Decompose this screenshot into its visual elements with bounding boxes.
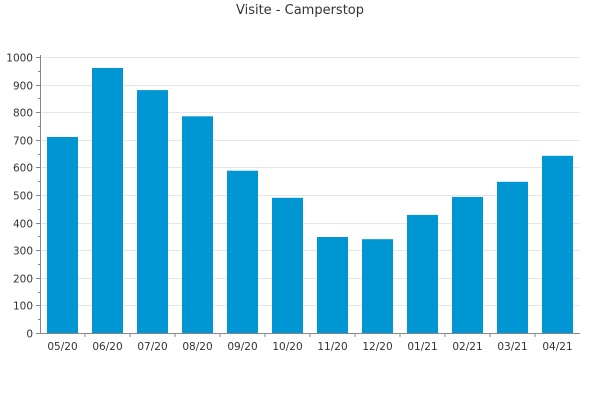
x-tick-label: 01/21: [407, 341, 437, 353]
bar-05-20: [47, 137, 78, 333]
x-tick-label: 08/20: [182, 341, 212, 353]
x-tick-label: 04/21: [542, 341, 572, 353]
x-tick-label: 07/20: [137, 341, 167, 353]
y-tick-label: 400: [13, 219, 33, 231]
y-tick-label: 900: [13, 81, 33, 93]
x-tick-label: 05/20: [47, 341, 77, 353]
y-tick-label: 100: [13, 301, 33, 313]
bar-11-20: [317, 237, 348, 333]
x-tick-label: 09/20: [227, 341, 257, 353]
bar-07-20: [137, 90, 168, 333]
x-tick-label: 06/20: [92, 341, 122, 353]
bar-04-21: [542, 155, 573, 333]
bar-02-21: [452, 196, 483, 333]
y-tick-label: 200: [13, 274, 33, 286]
y-tick-label: 800: [13, 108, 33, 120]
x-tick-label: 12/20: [362, 341, 392, 353]
x-tick-label: 10/20: [272, 341, 302, 353]
bar-06-20: [92, 68, 123, 333]
bar-12-20: [362, 239, 393, 333]
bar-10-20: [272, 197, 303, 333]
x-tick-label: 02/21: [452, 341, 482, 353]
y-tick-label: 700: [13, 136, 33, 148]
bar-09-20: [227, 170, 258, 333]
bar-03-21: [497, 181, 528, 333]
bar-08-20: [182, 116, 213, 333]
x-tick-label: 03/21: [497, 341, 527, 353]
y-tick-label: 600: [13, 163, 33, 175]
chart-title: Visite - Camperstop: [235, 3, 365, 18]
y-tick-label: 1000: [6, 53, 33, 65]
y-tick-label: 500: [13, 191, 33, 203]
y-tick-label: 300: [13, 246, 33, 258]
y-tick-label: 0: [26, 329, 33, 341]
bar-01-21: [407, 214, 438, 333]
x-tick-label: 11/20: [317, 341, 347, 353]
